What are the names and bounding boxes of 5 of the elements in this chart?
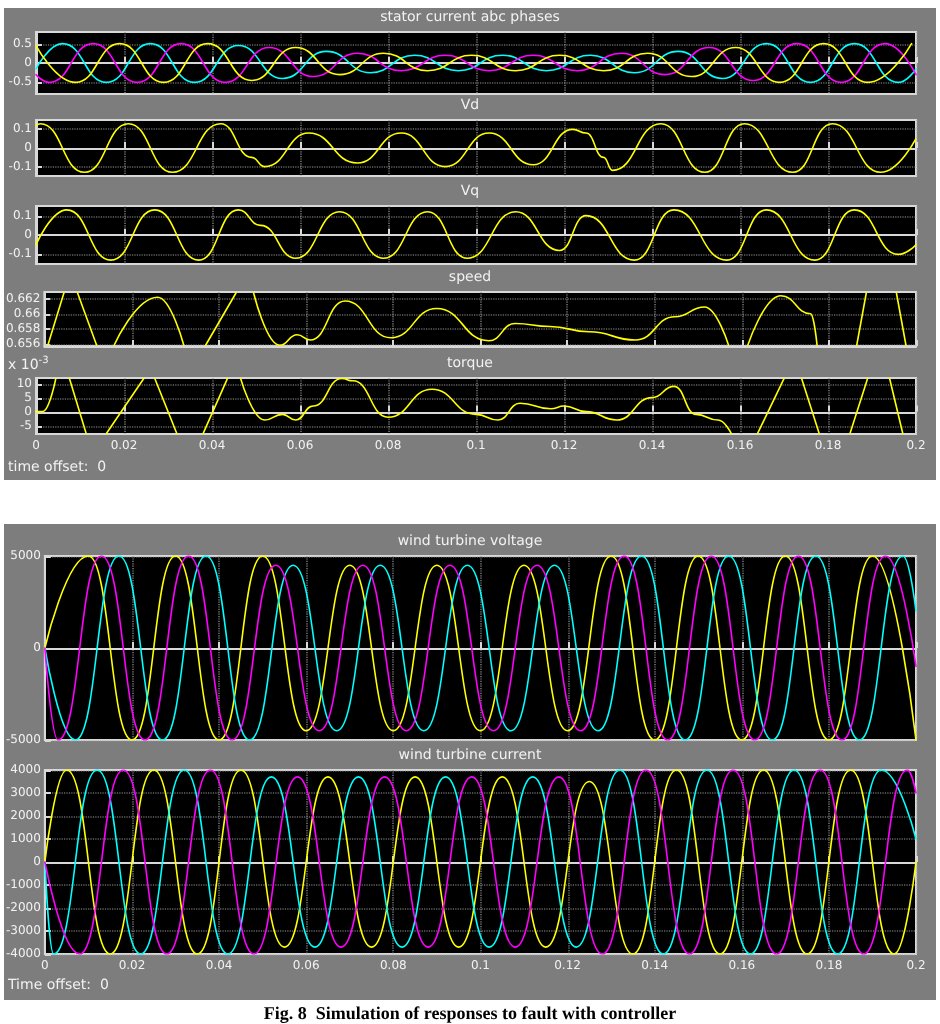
line-series <box>35 209 917 261</box>
line-series <box>44 555 917 741</box>
line-series <box>44 769 917 955</box>
caption: Fig. 8 Simulation of responses to fault with controller <box>263 1003 677 1023</box>
line-series <box>35 122 917 174</box>
